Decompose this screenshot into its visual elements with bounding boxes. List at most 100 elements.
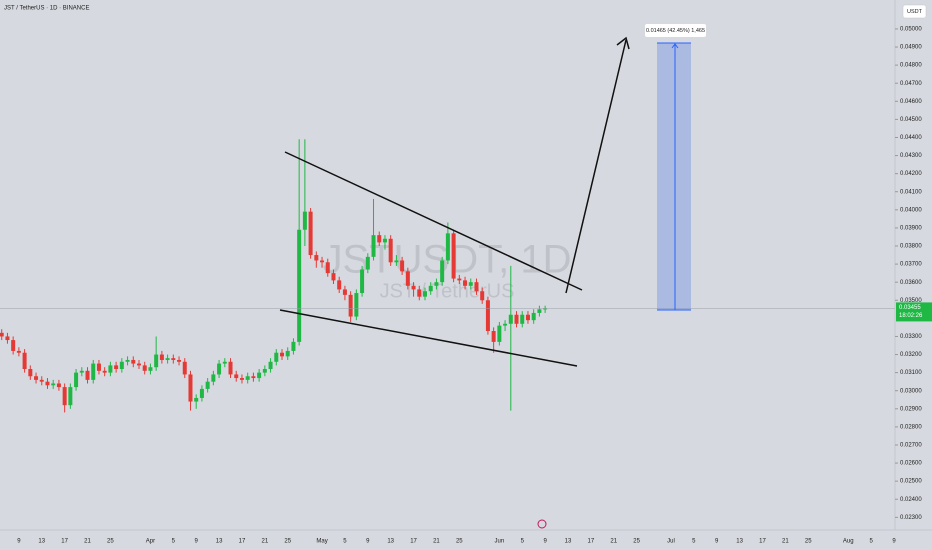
x-tick-label: 25 [633, 539, 640, 545]
candle-body [239, 378, 244, 380]
y-tick-label: 0.02700 [900, 443, 922, 449]
candle-body [28, 369, 33, 377]
y-tick-label: 0.04900 [900, 45, 922, 51]
candle-body [245, 376, 250, 380]
countdown-label: 18:02:26 [899, 313, 923, 319]
candle-body [251, 376, 256, 379]
y-tick-label: 0.04300 [900, 153, 922, 159]
currency-box[interactable] [902, 4, 927, 19]
candle-body [182, 361, 187, 375]
measure-label: 0.01465 (42.45%) 1,465 [646, 28, 705, 34]
candle-body [114, 365, 119, 370]
candle-body [423, 291, 427, 297]
candle-body [445, 233, 450, 261]
candle-body [62, 387, 67, 406]
x-tick-label: 13 [38, 539, 45, 545]
candle-body [257, 372, 262, 379]
candle-body [188, 374, 193, 402]
candle-body [51, 383, 56, 386]
candle-body [11, 340, 16, 351]
y-tick-label: 0.04100 [900, 189, 922, 195]
candle-body [491, 331, 496, 342]
candle-body [131, 359, 136, 364]
candle-body [337, 280, 342, 290]
plot-area [0, 139, 895, 413]
measure-box [657, 43, 691, 310]
x-tick-label: 25 [284, 539, 291, 545]
candle-body [468, 282, 473, 286]
candle-body [211, 374, 216, 382]
candle-body [320, 260, 325, 263]
candle-body [268, 361, 273, 370]
trendline [284, 151, 583, 291]
candle-body [497, 325, 502, 342]
candle-body [434, 282, 439, 286]
candle-body [451, 233, 456, 279]
candle-body [474, 282, 479, 292]
x-tick-label: 17 [410, 539, 417, 545]
candle-body [165, 358, 170, 360]
x-tick-label: 9 [366, 539, 370, 545]
candle-body [56, 383, 61, 388]
y-tick-label: 0.03900 [900, 225, 922, 231]
x-tick-label: 21 [261, 539, 268, 545]
x-tick-label: 17 [239, 539, 246, 545]
candle-body [308, 211, 313, 256]
trendline [279, 309, 578, 367]
candle-body [148, 367, 153, 371]
candle-body [543, 308, 548, 310]
candle-body [297, 229, 302, 342]
y-tick-label: 0.03300 [900, 334, 922, 340]
candle-body [205, 381, 210, 389]
logo-icon[interactable] [537, 519, 547, 529]
y-tick-label: 0.02600 [900, 461, 922, 467]
candle-body [480, 291, 485, 301]
candle-body [463, 280, 468, 286]
candle-body [417, 289, 422, 297]
candle-body [199, 388, 204, 398]
candle-body [222, 361, 227, 364]
candle-body [485, 300, 490, 332]
drawings: 0.01465 (42.45%) 1,465 [279, 24, 706, 529]
y-tick-label: 0.03000 [900, 388, 922, 394]
candle-body [79, 370, 84, 373]
y-tick-label: 0.04200 [900, 171, 922, 177]
candle-body [314, 255, 319, 261]
candle-body [142, 365, 147, 371]
candle-body [16, 350, 21, 353]
y-tick-label: 0.04400 [900, 135, 922, 141]
y-tick-label: 0.03500 [900, 298, 922, 304]
candle-body [360, 269, 365, 294]
candle-body [342, 289, 347, 295]
x-tick-label: 21 [84, 539, 91, 545]
candle-body [531, 312, 536, 321]
measure-arrow-head [671, 43, 679, 49]
price-label: 0.03455 [899, 305, 921, 311]
candle-body [68, 387, 73, 406]
y-tick-label: 0.02900 [900, 406, 922, 412]
candle-body [102, 370, 107, 373]
candle-body [39, 379, 44, 382]
candle-body [365, 256, 370, 270]
x-tick-label: 5 [521, 539, 525, 545]
candle-body [440, 260, 445, 283]
candle-body [388, 238, 393, 263]
x-tick-label: 25 [805, 539, 812, 545]
candle-body [285, 350, 290, 357]
candle-body [34, 376, 39, 380]
x-tick-label: 9 [17, 539, 21, 545]
candle-body [228, 361, 233, 375]
x-tick-label: 5 [343, 539, 347, 545]
measure-label-box [645, 24, 706, 37]
candle-body [457, 278, 462, 281]
arrow-head [616, 36, 630, 50]
x-tick-label: 21 [782, 539, 789, 545]
x-tick-label: 13 [216, 539, 223, 545]
candle-body [262, 369, 267, 373]
candle-body [302, 211, 307, 230]
x-tick-label: 13 [387, 539, 394, 545]
candle-body [119, 361, 124, 370]
x-tick-label: 9 [195, 539, 199, 545]
candle-body [394, 260, 399, 263]
